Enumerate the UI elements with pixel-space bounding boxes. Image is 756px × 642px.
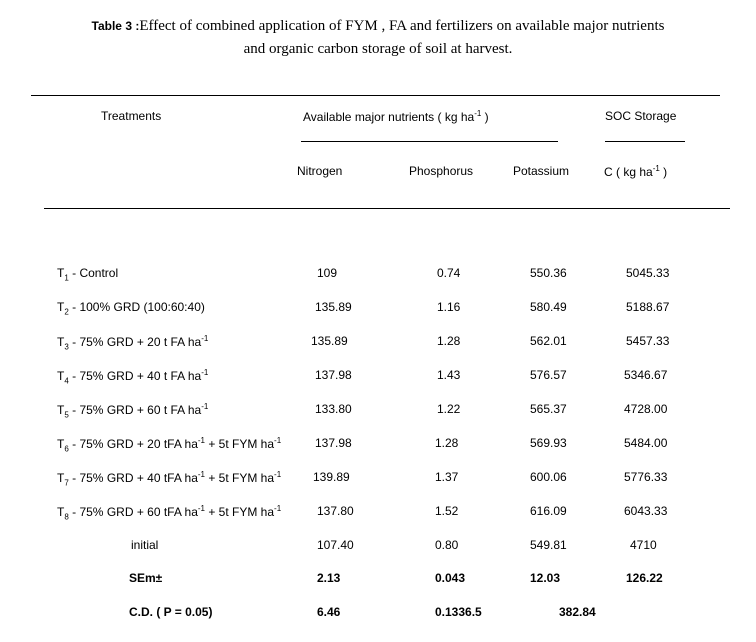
- caption-text-2: and organic carbon storage of soil at ha…: [243, 41, 513, 57]
- initial-soc: 4710: [630, 538, 657, 552]
- cell-soc: 5484.00: [624, 436, 668, 450]
- cell-nitrogen: 137.80: [317, 504, 354, 518]
- cell-phosphorus: 1.16: [437, 300, 461, 314]
- cell-potassium: 565.37: [530, 402, 567, 416]
- sem-potassium: 12.03: [530, 571, 561, 585]
- cell-nitrogen: 139.89: [313, 470, 350, 484]
- cell-nitrogen: 135.89: [311, 334, 348, 348]
- cell-phosphorus: 1.28: [437, 334, 461, 348]
- sem-nitrogen: 2.13: [317, 571, 341, 585]
- cd-nitrogen: 6.46: [317, 605, 341, 619]
- treatment-label: T3 - 75% GRD + 20 t FA ha-1: [57, 334, 209, 352]
- table-label: Table 3 :: [91, 19, 140, 33]
- header-nitrogen: Nitrogen: [297, 164, 343, 178]
- cell-nitrogen: 109: [317, 266, 338, 280]
- treatment-label: T4 - 75% GRD + 40 t FA ha-1: [57, 368, 209, 386]
- header-c-unit: C ( kg ha-1 ): [604, 164, 668, 179]
- cell-soc: 5045.33: [626, 266, 670, 280]
- table-caption-line1: Table 3 :Effect of combined application …: [0, 18, 756, 35]
- cell-nitrogen: 137.98: [315, 436, 352, 450]
- treatment-label: T5 - 75% GRD + 60 t FA ha-1: [57, 402, 209, 420]
- cell-phosphorus: 1.52: [435, 504, 459, 518]
- cell-soc: 5346.67: [624, 368, 668, 382]
- sem-soc: 126.22: [626, 571, 663, 585]
- cell-potassium: 600.06: [530, 470, 567, 484]
- cell-nitrogen: 137.98: [315, 368, 352, 382]
- cell-soc: 5457.33: [626, 334, 670, 348]
- treatment-label: T7 - 75% GRD + 40 tFA ha-1 + 5t FYM ha-1: [57, 470, 282, 488]
- cell-soc: 6043.33: [624, 504, 668, 518]
- cell-nitrogen: 133.80: [315, 402, 352, 416]
- nutrient-group-rule: [301, 141, 558, 142]
- cell-phosphorus: 1.22: [437, 402, 461, 416]
- initial-label: initial: [131, 538, 159, 552]
- cell-phosphorus: 1.43: [437, 368, 461, 382]
- cell-nitrogen: 135.89: [315, 300, 352, 314]
- cell-potassium: 569.93: [530, 436, 567, 450]
- cell-soc: 4728.00: [624, 402, 668, 416]
- cell-potassium: 580.49: [530, 300, 567, 314]
- treatment-label: T1 - Control: [57, 266, 119, 283]
- header-bottom-rule: [44, 208, 730, 209]
- header-phosphorus: Phosphorus: [409, 164, 474, 178]
- cell-phosphorus: 1.37: [435, 470, 459, 484]
- initial-potassium: 549.81: [530, 538, 567, 552]
- cd-phosphorus: 0.1336.5: [435, 605, 482, 619]
- header-soc-storage: SOC Storage: [605, 109, 677, 123]
- cell-potassium: 576.57: [530, 368, 567, 382]
- cd-label: C.D. ( P = 0.05): [129, 605, 213, 619]
- cd-potassium: 382.84: [559, 605, 596, 619]
- top-rule: [31, 95, 720, 96]
- cell-potassium: 562.01: [530, 334, 567, 348]
- treatment-label: T2 - 100% GRD (100:60:40): [57, 300, 205, 317]
- header-available-nutrients: Available major nutrients ( kg ha-1 ): [303, 109, 489, 124]
- sem-phosphorus: 0.043: [435, 571, 466, 585]
- cell-potassium: 616.09: [530, 504, 567, 518]
- initial-nitrogen: 107.40: [317, 538, 354, 552]
- header-potassium: Potassium: [513, 164, 570, 178]
- soc-group-rule: [605, 141, 685, 142]
- treatment-label: T6 - 75% GRD + 20 tFA ha-1 + 5t FYM ha-1: [57, 436, 282, 454]
- caption-text-1: Effect of combined application of FYM , …: [139, 18, 665, 34]
- header-treatments: Treatments: [101, 109, 162, 123]
- cell-phosphorus: 1.28: [435, 436, 459, 450]
- initial-phosphorus: 0.80: [435, 538, 459, 552]
- sem-label: SEm±: [129, 571, 163, 585]
- treatment-label: T8 - 75% GRD + 60 tFA ha-1 + 5t FYM ha-1: [57, 504, 282, 522]
- cell-soc: 5188.67: [626, 300, 670, 314]
- cell-potassium: 550.36: [530, 266, 567, 280]
- cell-soc: 5776.33: [624, 470, 668, 484]
- cell-phosphorus: 0.74: [437, 266, 461, 280]
